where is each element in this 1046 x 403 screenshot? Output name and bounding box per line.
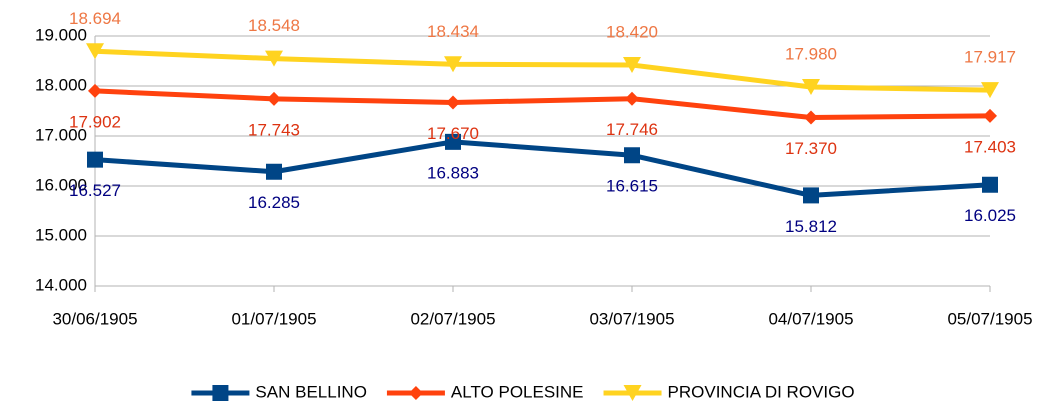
legend: SAN BELLINO ALTO POLESINE PROVINCIA DI ROV… — [191, 382, 855, 401]
data-label: 17.980 — [785, 44, 837, 63]
point-marker — [982, 176, 998, 193]
y-tick-label: 18.000 — [35, 75, 87, 94]
series-line — [94, 48, 991, 93]
point-marker — [804, 110, 818, 125]
y-tick-label: 14.000 — [35, 275, 87, 294]
data-label: 16.025 — [964, 206, 1016, 225]
point-marker — [267, 91, 281, 106]
point-marker — [445, 133, 461, 150]
legend-label: SAN BELLINO — [255, 382, 367, 401]
data-label: 17.917 — [964, 48, 1016, 67]
y-tick-label: 16.000 — [35, 175, 87, 194]
data-label: 18.548 — [248, 16, 300, 35]
series-line — [94, 139, 991, 198]
series-line — [94, 88, 991, 120]
x-tick-label: 01/07/1905 — [231, 309, 316, 328]
legend-marker — [408, 386, 423, 400]
x-tick-label: 02/07/1905 — [410, 309, 495, 328]
y-tick-label: 15.000 — [35, 225, 87, 244]
data-label: 17.370 — [785, 139, 837, 158]
data-label: 17.743 — [248, 120, 300, 139]
point-marker — [983, 108, 997, 123]
point-marker — [88, 83, 102, 98]
data-label: 16.615 — [606, 177, 658, 196]
legend-marker — [623, 385, 642, 401]
data-label: 16.527 — [69, 181, 121, 200]
data-label: 18.694 — [69, 9, 121, 28]
data-label: 16.883 — [427, 163, 479, 182]
legend-label: ALTO POLESINE — [451, 382, 584, 401]
data-label: 17.670 — [427, 124, 479, 143]
data-label: 15.812 — [785, 217, 837, 236]
y-tick-label: 19.000 — [35, 25, 87, 44]
point-marker — [623, 57, 641, 73]
data-label: 18.420 — [606, 22, 658, 41]
x-tick-label: 05/07/1905 — [947, 309, 1032, 328]
data-label: 18.434 — [427, 22, 479, 41]
data-label: 17.746 — [606, 120, 658, 139]
x-tick-label: 04/07/1905 — [768, 309, 853, 328]
point-marker — [86, 43, 104, 60]
data-label: 17.902 — [69, 112, 121, 131]
point-marker — [802, 79, 820, 95]
point-marker — [446, 95, 460, 110]
x-tick-label: 03/07/1905 — [589, 309, 674, 328]
point-marker — [624, 147, 640, 164]
legend-marker — [212, 385, 229, 401]
data-label: 17.403 — [964, 137, 1016, 156]
point-marker — [981, 82, 999, 99]
point-marker — [87, 151, 103, 168]
point-marker — [803, 187, 819, 204]
y-tick-label: 17.000 — [35, 125, 87, 144]
point-marker — [265, 50, 283, 67]
point-marker — [625, 91, 639, 106]
x-tick-label: 30/06/1905 — [52, 309, 137, 328]
data-label: 16.285 — [248, 193, 300, 212]
point-marker — [444, 56, 462, 73]
legend-label: PROVINCIA DI ROVIGO — [668, 382, 855, 401]
point-marker — [266, 163, 282, 180]
